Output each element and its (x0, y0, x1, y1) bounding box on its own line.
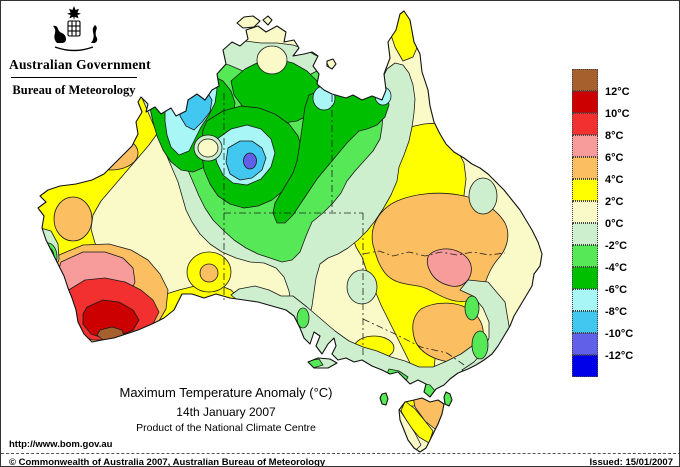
contour-green-king-island (379, 392, 390, 406)
commonwealth-star-icon (67, 6, 81, 20)
coastline-tiwi-islands (236, 15, 273, 29)
legend-boundary-label: 4°C (605, 174, 624, 186)
bom-url: http://www.bom.gov.au (9, 439, 113, 450)
shield-icon (67, 20, 81, 37)
legend-row: 8°C (572, 113, 623, 142)
legend-row: 12°C (572, 69, 630, 98)
coastline-king-island (379, 392, 389, 406)
contour-orange-qld-nsw (371, 192, 509, 302)
legend-color-swatch (572, 333, 598, 355)
state-borders (223, 93, 506, 368)
legend-color-swatch (572, 311, 598, 333)
copyright-text: © Commonwealth of Australia 2007, Austra… (9, 457, 326, 467)
coastline (37, 10, 543, 453)
contour-cream-hole-topend (256, 45, 288, 75)
coastline-groote (326, 58, 337, 70)
legend-color-swatch (572, 157, 598, 179)
contour-palegreen-neqld-coast (468, 177, 498, 215)
footer-divider (1, 453, 679, 454)
coastline-flinders-island (443, 391, 453, 407)
legend-color-swatch (572, 223, 598, 245)
legend-row: 4°C (572, 157, 623, 186)
legend-row: -8°C (572, 289, 627, 318)
coastline-kangaroo-island (307, 357, 338, 369)
legend-boundary-label: -6°C (605, 284, 628, 296)
legend-row: 6°C (572, 135, 623, 164)
coastline-tasmania (398, 397, 445, 453)
title-block: Maximum Temperature Anomaly (°C) 14th Ja… (61, 385, 391, 434)
branding-divider (11, 77, 137, 78)
map-date: 14th January 2007 (176, 405, 276, 419)
legend-color-swatch (572, 267, 598, 289)
legend-color-swatch (572, 179, 598, 201)
coastline-mainland (37, 10, 543, 398)
legend-boundary-label: 10°C (605, 108, 630, 120)
legend-row: -10°C (572, 311, 633, 340)
contour-palegreen-sa-oval (346, 269, 378, 305)
contour-violet-centre (243, 152, 257, 170)
legend-row: 10°C (572, 91, 630, 120)
legend-color-swatch (572, 135, 598, 157)
legend-boundary-label: 0°C (605, 218, 624, 230)
legend-boundary-label: -8°C (605, 306, 628, 318)
legend-color-swatch (572, 289, 598, 311)
legend-row: -2°C (572, 223, 627, 252)
legend-color-swatch (572, 91, 598, 113)
legend-row: -6°C (572, 267, 627, 296)
legend-boundary-label: 8°C (605, 130, 624, 142)
legend-boundary-label: -10°C (605, 328, 634, 340)
legend-row (572, 355, 598, 377)
legend-row: 0°C (572, 201, 623, 230)
legend-boundary-label: -12°C (605, 350, 634, 362)
legend-color-swatch (572, 69, 598, 91)
legend: 12°C 10°C 8°C 6°C 4°C 2°C 0°C -2°C -4°C -6°C -8°C -… (572, 69, 652, 377)
bureau-title: Bureau of Meteorology (12, 83, 136, 97)
contour-orange-sa-core (199, 263, 219, 283)
coat-of-arms-icon (53, 6, 98, 52)
contour-green-nsw-coast-2 (471, 330, 489, 360)
legend-boundary-label: 12°C (605, 86, 630, 98)
contour-darkred-sw (82, 299, 140, 339)
emu-icon (91, 25, 98, 43)
legend-row: -12°C (572, 333, 633, 362)
legend-row: -4°C (572, 245, 627, 274)
border-qld-nsw (362, 250, 506, 257)
legend-color-swatch (572, 245, 598, 267)
contour-green-eyre (296, 307, 310, 329)
issued-date: Issued: 15/01/2007 (589, 457, 673, 467)
contour-cream-hole-west (197, 138, 219, 158)
contour-orange-west-coast (53, 196, 93, 242)
border-nsw-vic (362, 318, 468, 368)
contour-pink-nsw-core (426, 248, 472, 287)
legend-color-swatch (572, 201, 598, 223)
map-title: Maximum Temperature Anomaly (°C) (119, 385, 333, 400)
kangaroo-icon (53, 25, 66, 43)
legend-color-swatch (572, 113, 598, 135)
contour-green-flinders-island (443, 391, 453, 407)
legend-boundary-label: -4°C (605, 262, 628, 274)
scroll-icon (54, 46, 94, 52)
map-product-line: Product of the National Climate Centre (136, 422, 316, 434)
branding-block: Australian Government Bureau of Meteorol… (9, 5, 151, 98)
legend-row: 2°C (572, 179, 623, 208)
legend-boundary-label: 6°C (605, 152, 624, 164)
legend-color-swatch (572, 355, 598, 377)
government-title: Australian Government (9, 57, 151, 72)
legend-boundary-label: 2°C (605, 196, 624, 208)
contour-green-nsw-coast-1 (464, 295, 480, 321)
legend-boundary-label: -2°C (605, 240, 628, 252)
